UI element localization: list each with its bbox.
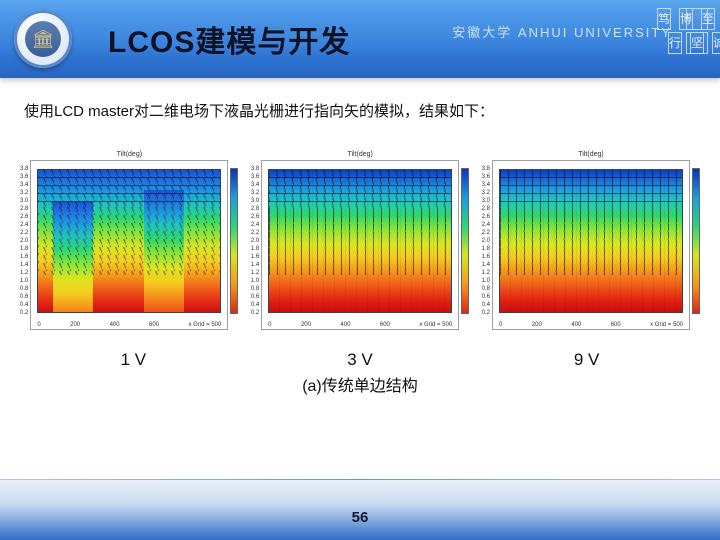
- slide-subtitle: 使用LCD master对二维电场下液晶光栅进行指向矢的模拟，结果如下：: [24, 100, 494, 121]
- plot-9v-wrap: 3.83.63.43.23.02.82.62.42.22.01.81.61.41…: [482, 160, 700, 330]
- colorbar: [230, 168, 238, 314]
- plot-canvas: [37, 169, 221, 313]
- y-axis-ticks: 3.83.63.43.23.02.82.62.42.22.01.81.61.41…: [482, 160, 492, 330]
- heatmap-ripple: [269, 170, 451, 312]
- university-name: 安徽大学 ANHUI UNIVERSITY: [452, 22, 672, 41]
- seal-char: 博: [679, 8, 693, 30]
- seal-char: 坚: [690, 32, 704, 54]
- plot-title: Tilt(deg): [578, 151, 603, 158]
- plot-1v-wrap: 3.83.63.43.23.02.82.62.42.22.01.81.61.41…: [20, 160, 238, 330]
- plot-canvas: [499, 169, 683, 313]
- plot-9v: Tilt(deg) 0200400600x Grid = 500: [492, 160, 690, 330]
- caption-sub: (a)传统单边结构: [250, 372, 470, 396]
- x-axis-ticks: 0200400600x Grid = 500: [499, 322, 683, 328]
- colorbar: [692, 168, 700, 314]
- x-axis-ticks: 0200400600x Grid = 500: [268, 322, 452, 328]
- seal-char: 诚: [712, 32, 720, 54]
- building-icon: 🏛: [32, 29, 55, 50]
- plot-row: 3.83.63.43.23.02.82.62.42.22.01.81.61.41…: [20, 160, 700, 330]
- plot-captions: 1 V 3 V (a)传统单边结构 9 V: [20, 350, 700, 396]
- caption-voltage: 1 V: [23, 350, 243, 370]
- slide-title: LCOS建模与开发: [108, 17, 350, 61]
- motto-seal: 笃 博 至 卒 行 坚 诚: [686, 8, 708, 54]
- y-axis-ticks: 3.83.63.43.23.02.82.62.42.22.01.81.61.41…: [20, 160, 30, 330]
- y-axis-ticks: 3.83.63.43.23.02.82.62.42.22.01.81.61.41…: [251, 160, 261, 330]
- seal-char: 至: [701, 8, 715, 30]
- logo-inner: 🏛: [25, 21, 61, 57]
- x-axis-ticks: 0200400600x Grid = 500: [37, 322, 221, 328]
- colorbar: [461, 168, 469, 314]
- caption-voltage: 3 V: [250, 350, 470, 370]
- heatmap-ripple: [500, 170, 682, 312]
- heatmap-dip: [53, 201, 93, 313]
- heatmap-dip: [144, 190, 184, 313]
- page-number: 56: [352, 509, 369, 526]
- plot-3v-wrap: 3.83.63.43.23.02.82.62.42.22.01.81.61.41…: [251, 160, 469, 330]
- plot-title: Tilt(deg): [347, 151, 372, 158]
- plot-3v: Tilt(deg) 0200400600x Grid = 500: [261, 160, 459, 330]
- plot-1v: Tilt(deg) 0200400600x Grid = 500: [30, 160, 228, 330]
- slide: 🏛 LCOS建模与开发 安徽大学 ANHUI UNIVERSITY 笃 博 至 …: [0, 0, 720, 540]
- university-name-en: ANHUI UNIVERSITY: [518, 25, 672, 40]
- slide-header: 🏛 LCOS建模与开发 安徽大学 ANHUI UNIVERSITY 笃 博 至 …: [0, 0, 720, 78]
- caption-voltage: 9 V: [477, 350, 697, 370]
- slide-footer: 56: [0, 480, 720, 540]
- plot-title: Tilt(deg): [117, 151, 142, 158]
- header-right: 安徽大学 ANHUI UNIVERSITY 笃 博 至 卒 行 坚 诚: [452, 8, 708, 54]
- university-logo: 🏛: [14, 10, 72, 68]
- plot-canvas: [268, 169, 452, 313]
